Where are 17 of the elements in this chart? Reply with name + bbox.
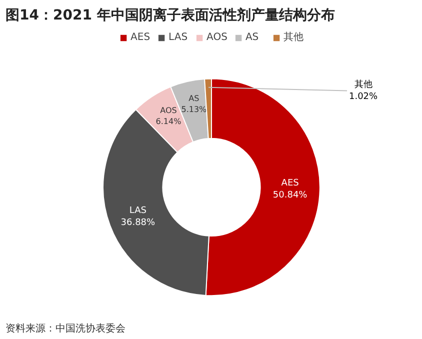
legend-label: AOS <box>206 32 228 42</box>
slice-label: AES <box>281 178 300 188</box>
legend-label: AES <box>130 32 151 42</box>
data-label: 1.02% <box>348 92 378 102</box>
legend-label: AS <box>245 32 260 42</box>
data-label: 36.88% <box>120 218 156 228</box>
legend-label: LAS <box>168 32 189 42</box>
slice-label: LAS <box>129 206 147 216</box>
slice-label: AS <box>188 94 200 104</box>
data-label: 50.84% <box>272 190 308 200</box>
legend-label: 其他 <box>283 30 304 44</box>
text: 资料来源：中国洗协表委会 <box>6 322 126 334</box>
data-label: 5.13% <box>181 105 208 114</box>
data-label: 6.14% <box>156 116 182 126</box>
slice-label: AOS <box>160 106 177 115</box>
slice-label: 其他 <box>354 78 372 90</box>
chart-title: 图14：2021 年中国阴离子表面活性剂产量结构分布 <box>6 6 335 24</box>
